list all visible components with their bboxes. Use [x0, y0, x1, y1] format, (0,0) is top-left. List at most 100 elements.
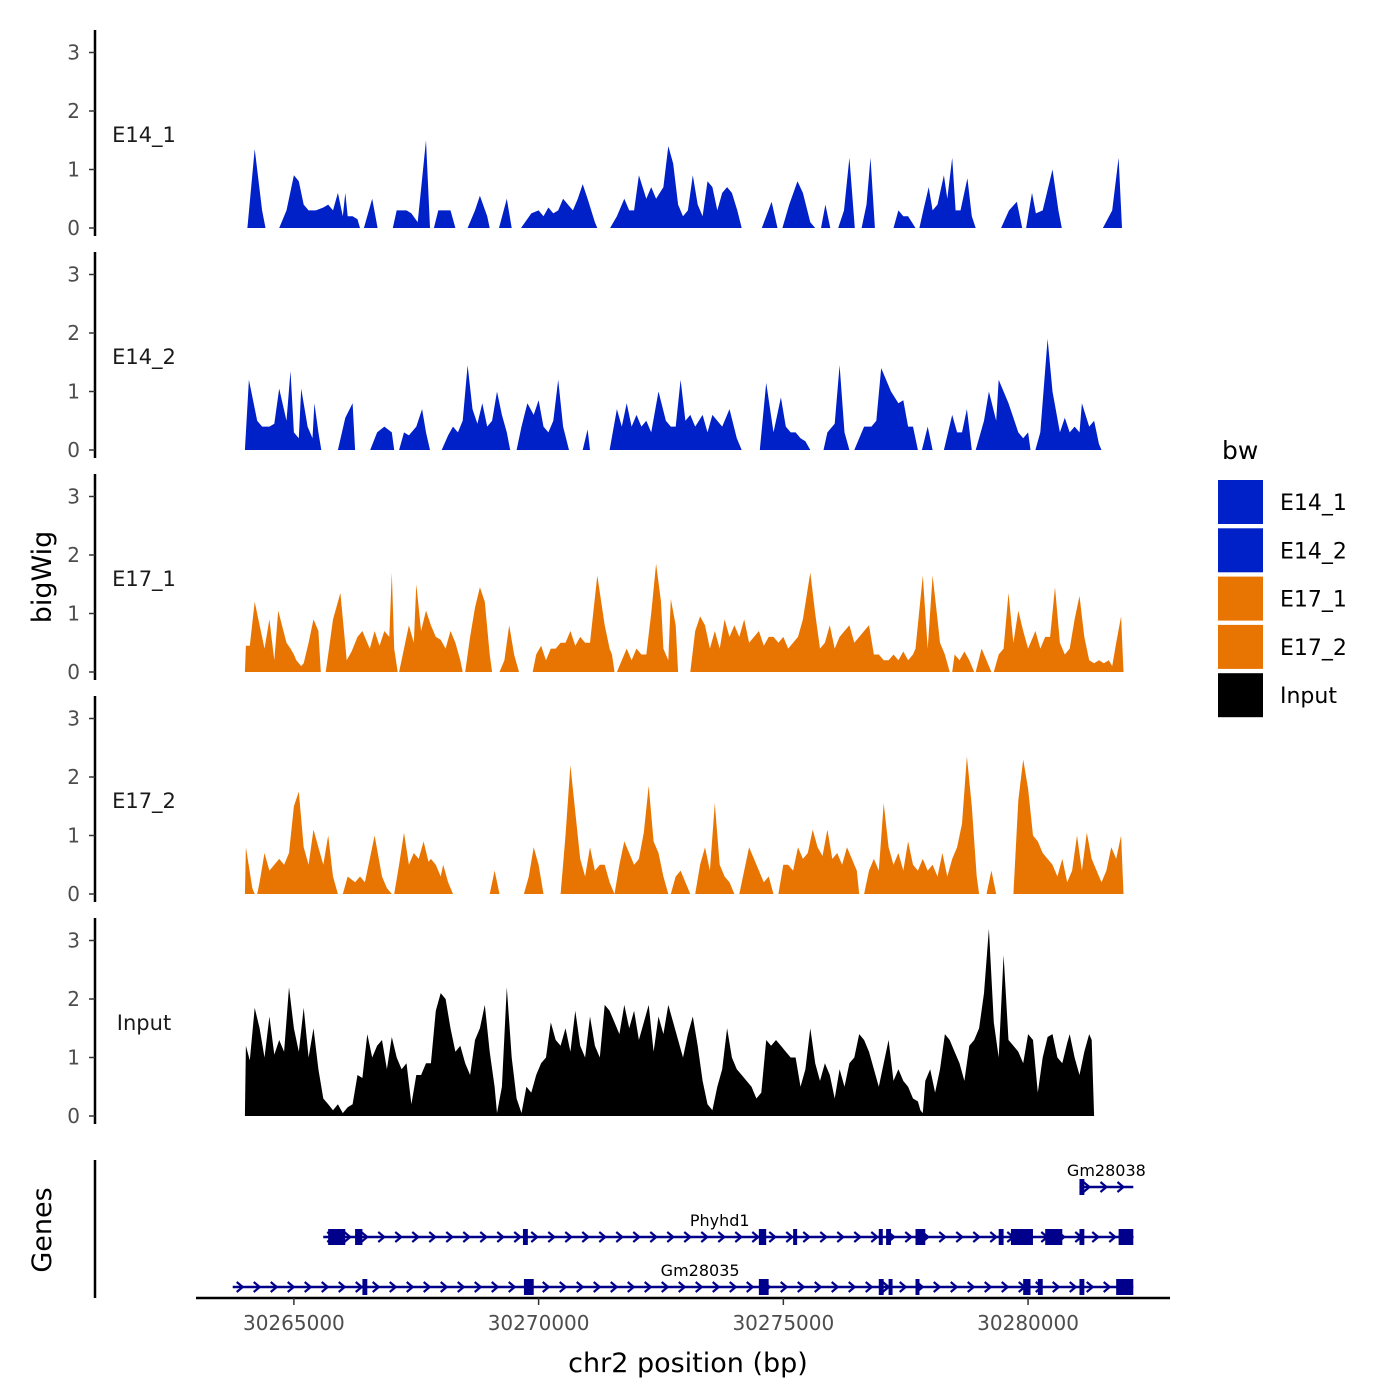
- strand-arrow: [457, 1281, 466, 1293]
- strand-arrow: [559, 1281, 568, 1293]
- strand-arrow: [445, 1231, 454, 1243]
- track-E17_1: 0 1 2 3 E17_1: [67, 474, 1124, 684]
- y-tick-label: 0: [67, 882, 80, 906]
- x-tick-label: 30270000: [488, 1311, 590, 1335]
- legend: bw E14_1 E14_2 E17_1 E17_2 Input: [1218, 436, 1347, 718]
- exon: [523, 1279, 534, 1295]
- strand-arrow: [972, 1231, 981, 1243]
- strand-arrow: [377, 1231, 386, 1243]
- strand-arrow: [1108, 1231, 1117, 1243]
- strand-arrow: [649, 1231, 658, 1243]
- legend-label: E14_2: [1280, 539, 1347, 564]
- strand-arrow: [389, 1281, 398, 1293]
- strand-arrow: [564, 1231, 573, 1243]
- transcript-Gm28038: Gm28038: [1067, 1161, 1146, 1195]
- strand-arrow: [394, 1231, 403, 1243]
- strand-arrow: [474, 1281, 483, 1293]
- track-label: E17_2: [112, 789, 176, 814]
- strand-arrow: [508, 1281, 517, 1293]
- gene-name-label: Phyhd1: [690, 1211, 750, 1230]
- legend-key-Input: [1218, 673, 1263, 718]
- exon: [362, 1279, 368, 1295]
- strand-arrow: [593, 1281, 602, 1293]
- y-tick-label: 0: [67, 1104, 80, 1128]
- exon: [1023, 1279, 1031, 1295]
- exon: [1116, 1279, 1134, 1295]
- strand-arrow: [627, 1281, 636, 1293]
- exon: [915, 1229, 926, 1245]
- strand-arrow: [751, 1231, 760, 1243]
- strand-arrow: [343, 1231, 352, 1243]
- y-tick-label: 3: [67, 707, 80, 731]
- strand-arrow: [423, 1281, 432, 1293]
- strand-arrow: [581, 1231, 590, 1243]
- strand-arrow: [1099, 1181, 1109, 1193]
- y-axis-title: bigWig: [27, 531, 58, 624]
- gene-track-title: Genes: [27, 1187, 58, 1272]
- strand-arrow: [440, 1281, 449, 1293]
- legend-key-E17_1: [1218, 576, 1263, 621]
- strand-arrow: [967, 1281, 976, 1293]
- y-tick-label: 1: [67, 158, 80, 182]
- strand-arrow: [496, 1231, 505, 1243]
- strand-arrow: [547, 1231, 556, 1243]
- strand-arrow: [785, 1231, 794, 1243]
- strand-arrow: [530, 1231, 539, 1243]
- exon: [355, 1229, 363, 1245]
- exon: [758, 1229, 767, 1245]
- y-tick-label: 1: [67, 380, 80, 404]
- x-axis: 30265000 30270000 30275000 30280000: [196, 1296, 1170, 1335]
- strand-arrow: [355, 1281, 364, 1293]
- signal-area-Input: [244, 928, 1095, 1116]
- x-axis-title: chr2 position (bp): [568, 1348, 808, 1379]
- strand-arrow: [746, 1281, 755, 1293]
- strand-arrow: [479, 1231, 488, 1243]
- transcript-Gm28035: Gm28035: [232, 1261, 1134, 1295]
- y-tick-label: 1: [67, 1046, 80, 1070]
- legend-title: bw: [1222, 436, 1258, 465]
- y-tick-label: 3: [67, 41, 80, 65]
- track-label: Input: [117, 1011, 171, 1035]
- strand-arrow: [428, 1231, 437, 1243]
- transcript-Phyhd1: Phyhd1: [323, 1211, 1134, 1245]
- track-label: E17_1: [112, 567, 176, 592]
- strand-arrow: [984, 1281, 993, 1293]
- signal-area-E17_2: [244, 756, 1124, 894]
- strand-arrow: [491, 1281, 500, 1293]
- x-tick-label: 30275000: [732, 1311, 834, 1335]
- strand-arrow: [712, 1281, 721, 1293]
- strand-arrow: [661, 1281, 670, 1293]
- legend-key-E14_1: [1218, 480, 1263, 524]
- y-tick-label: 2: [67, 765, 80, 789]
- strand-arrow: [814, 1281, 823, 1293]
- exon: [878, 1279, 884, 1295]
- exon: [1010, 1229, 1033, 1245]
- strand-arrow: [406, 1281, 415, 1293]
- strand-arrow: [372, 1281, 381, 1293]
- strand-arrow: [955, 1231, 964, 1243]
- strand-arrow: [780, 1281, 789, 1293]
- gene-name-label: Gm28038: [1067, 1161, 1146, 1180]
- strand-arrow: [338, 1281, 347, 1293]
- strand-arrow: [700, 1231, 709, 1243]
- strand-arrow: [797, 1281, 806, 1293]
- y-tick-label: 1: [67, 602, 80, 626]
- exon: [1079, 1179, 1085, 1195]
- strand-arrow: [853, 1231, 862, 1243]
- gene-track: Gm28038 Phyhd1 Gm28035: [93, 1160, 1146, 1298]
- strand-arrow: [870, 1231, 879, 1243]
- exon: [1037, 1279, 1043, 1295]
- strand-arrow: [1086, 1281, 1095, 1293]
- strand-arrow: [831, 1281, 840, 1293]
- signal-tracks: 0 1 2 3 E14_1 0 1 2 3 E14_2 0 1 2 3 E17_1 0 1 2 3 E17_2 0 1 2 3…: [67, 30, 1124, 1128]
- strand-arrow: [768, 1231, 777, 1243]
- exon: [328, 1229, 346, 1245]
- strand-arrow: [411, 1231, 420, 1243]
- strand-arrow: [899, 1281, 908, 1293]
- strand-arrow: [615, 1231, 624, 1243]
- strand-arrow: [933, 1281, 942, 1293]
- strand-arrow: [819, 1231, 828, 1243]
- y-tick-label: 0: [67, 660, 80, 684]
- signal-area-E14_2: [244, 338, 1102, 450]
